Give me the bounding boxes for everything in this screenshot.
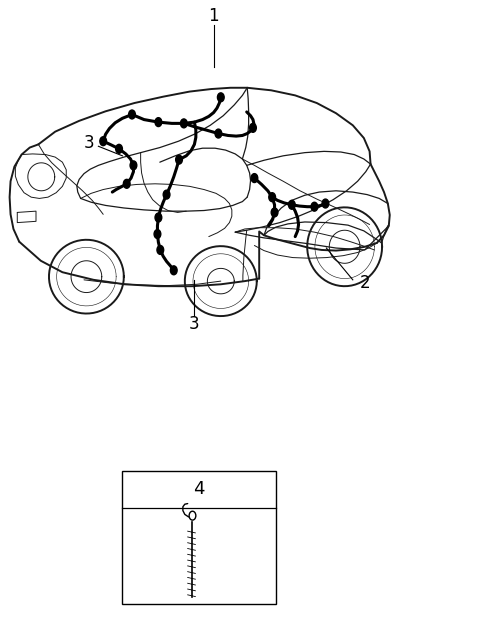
Circle shape — [129, 110, 135, 119]
Circle shape — [155, 118, 162, 127]
Circle shape — [163, 190, 170, 199]
Circle shape — [215, 129, 222, 138]
Circle shape — [123, 179, 130, 188]
Circle shape — [157, 245, 164, 254]
Bar — [122, 471, 276, 604]
Circle shape — [250, 123, 256, 132]
Text: 3: 3 — [84, 134, 94, 152]
Circle shape — [130, 161, 137, 170]
Circle shape — [322, 199, 329, 208]
Text: 2: 2 — [360, 274, 370, 292]
Circle shape — [311, 202, 318, 211]
Circle shape — [116, 144, 122, 153]
Circle shape — [155, 213, 162, 222]
Circle shape — [100, 137, 107, 146]
Circle shape — [251, 174, 258, 183]
Circle shape — [180, 119, 187, 128]
Circle shape — [170, 266, 177, 275]
Circle shape — [288, 200, 295, 209]
Text: 4: 4 — [193, 480, 205, 499]
Circle shape — [154, 230, 161, 238]
Circle shape — [176, 155, 182, 164]
Circle shape — [217, 93, 224, 102]
Text: 3: 3 — [189, 315, 200, 333]
Circle shape — [269, 193, 276, 202]
Text: 1: 1 — [208, 7, 219, 25]
Circle shape — [271, 208, 278, 217]
